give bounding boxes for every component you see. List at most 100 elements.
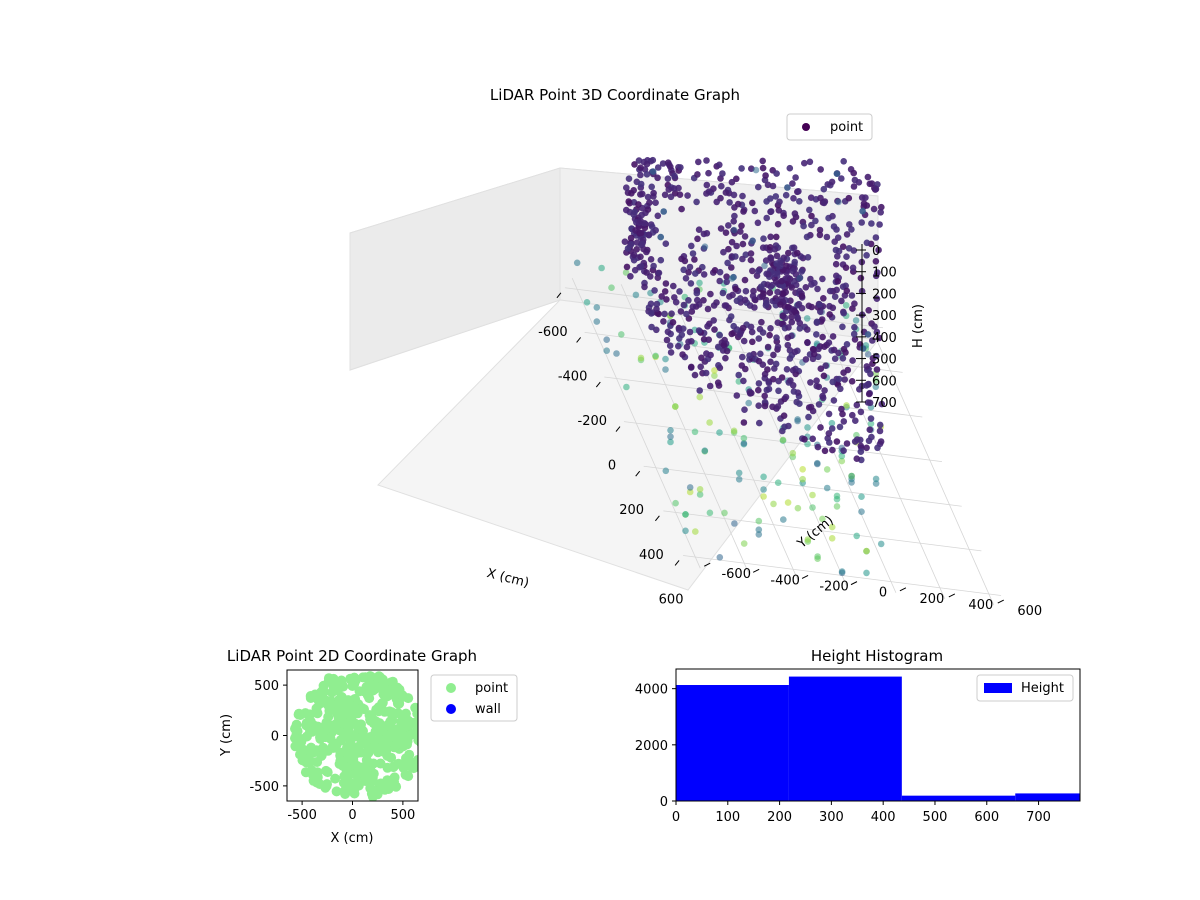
point-3d-930: [722, 354, 729, 362]
point-3d-1480: [833, 170, 841, 177]
point-3d-121: [731, 520, 738, 527]
point-3d-73: [789, 449, 797, 457]
point-3d-1180: [815, 383, 823, 391]
point-3d-1091: [683, 310, 690, 318]
point-3d-823: [765, 385, 773, 393]
point-3d-475: [667, 193, 675, 201]
point-3d-1325: [637, 180, 645, 188]
point-3d-76: [872, 480, 880, 487]
point-3d-1120: [834, 252, 841, 260]
point-3d-1196: [806, 158, 814, 166]
point-2d-207: [291, 719, 302, 730]
y-tick-mark-3d-3: [850, 581, 858, 586]
point-3d-1348: [643, 160, 651, 168]
point-3d-517: [755, 402, 762, 410]
point-3d-114: [603, 336, 610, 344]
point-3d-1396: [873, 352, 880, 360]
point-3d-894: [648, 183, 655, 191]
point-3d-871: [830, 346, 838, 354]
point-2d-246: [400, 708, 411, 719]
histogram-title: Height Histogram: [811, 647, 943, 665]
point-2d-313: [364, 679, 375, 690]
point-3d-492: [817, 424, 824, 431]
point-3d-413: [703, 190, 710, 197]
point-3d-1014: [788, 284, 795, 291]
point-3d-414: [684, 192, 691, 199]
point-3d-501: [730, 218, 737, 225]
point-3d-251: [814, 443, 822, 451]
point-3d-521: [648, 310, 655, 317]
point-3d-314: [816, 231, 824, 239]
point-2d-365: [410, 702, 418, 713]
legend-2d: point wall: [430, 674, 518, 722]
point-3d-99: [828, 535, 836, 542]
y-tick-label-3d-2: -200: [819, 579, 849, 594]
x-tick-label-3d-1: -400: [558, 369, 588, 384]
point-3d-49: [667, 438, 674, 446]
point-2d-251: [330, 773, 341, 784]
point-2d-399: [363, 770, 373, 781]
point-3d-455: [627, 234, 635, 242]
point-3d-264: [666, 342, 674, 350]
point-3d-1324: [693, 289, 701, 297]
point-3d-1108: [754, 219, 762, 227]
point-3d-142: [691, 428, 699, 436]
point-2d-307: [403, 771, 414, 782]
x-axis-label-3d: X (cm): [485, 566, 530, 591]
point-3d-93: [623, 383, 630, 391]
point-3d-199: [573, 259, 581, 267]
point-3d-218: [667, 349, 675, 356]
point-3d-1169: [731, 212, 738, 220]
legend-2d-wall-label: wall: [475, 702, 501, 717]
point-3d-1477: [859, 345, 867, 352]
point-3d-1046: [842, 264, 850, 272]
point-3d-147: [853, 532, 860, 540]
point-2d-414: [386, 685, 397, 696]
point-3d-1233: [873, 366, 881, 373]
point-3d-371: [714, 379, 722, 387]
point-3d-34: [814, 459, 821, 467]
x-tick-label-hist-1: 100: [715, 810, 740, 825]
point-3d-1491: [859, 207, 866, 215]
point-3d-1103: [778, 277, 785, 285]
point-3d-1035: [670, 282, 677, 290]
point-3d-766: [796, 400, 803, 408]
point-3d-313: [652, 199, 659, 206]
point-3d-1435: [766, 331, 773, 339]
point-3d-144: [735, 476, 743, 483]
point-3d-472: [661, 191, 669, 199]
point-3d-2: [774, 479, 782, 487]
point-3d-1113: [771, 270, 779, 278]
point-3d-462: [646, 199, 653, 206]
point-3d-276: [821, 447, 829, 455]
point-2d-253: [365, 710, 375, 721]
point-3d-1063: [716, 331, 723, 339]
point-3d-885: [817, 194, 824, 202]
point-3d-1370: [645, 231, 652, 238]
point-2d-391: [391, 781, 402, 792]
point-3d-477: [806, 206, 813, 214]
point-2d-326: [408, 763, 418, 774]
point-3d-331: [857, 448, 865, 456]
point-3d-909: [858, 219, 865, 226]
point-3d-6: [672, 403, 679, 410]
point-3d-881: [866, 399, 874, 407]
point-3d-97: [740, 440, 748, 447]
point-3d-687: [741, 296, 749, 304]
point-3d-1218: [848, 378, 856, 385]
point-3d-1007: [821, 387, 828, 394]
point-3d-1142: [764, 366, 771, 373]
point-2d-79: [417, 729, 418, 734]
point-3d-1320: [637, 171, 644, 179]
point-3d-685: [694, 235, 701, 243]
point-3d-1447: [831, 355, 839, 363]
point-3d-167: [632, 291, 640, 299]
point-3d-1137: [807, 379, 814, 386]
point-3d-864: [738, 222, 745, 230]
point-3d-733: [789, 180, 796, 187]
point-3d-561: [668, 310, 675, 318]
point-3d-575: [780, 412, 788, 420]
point-3d-12: [686, 488, 694, 496]
point-3d-1445: [821, 343, 828, 351]
point-3d-928: [747, 250, 755, 257]
